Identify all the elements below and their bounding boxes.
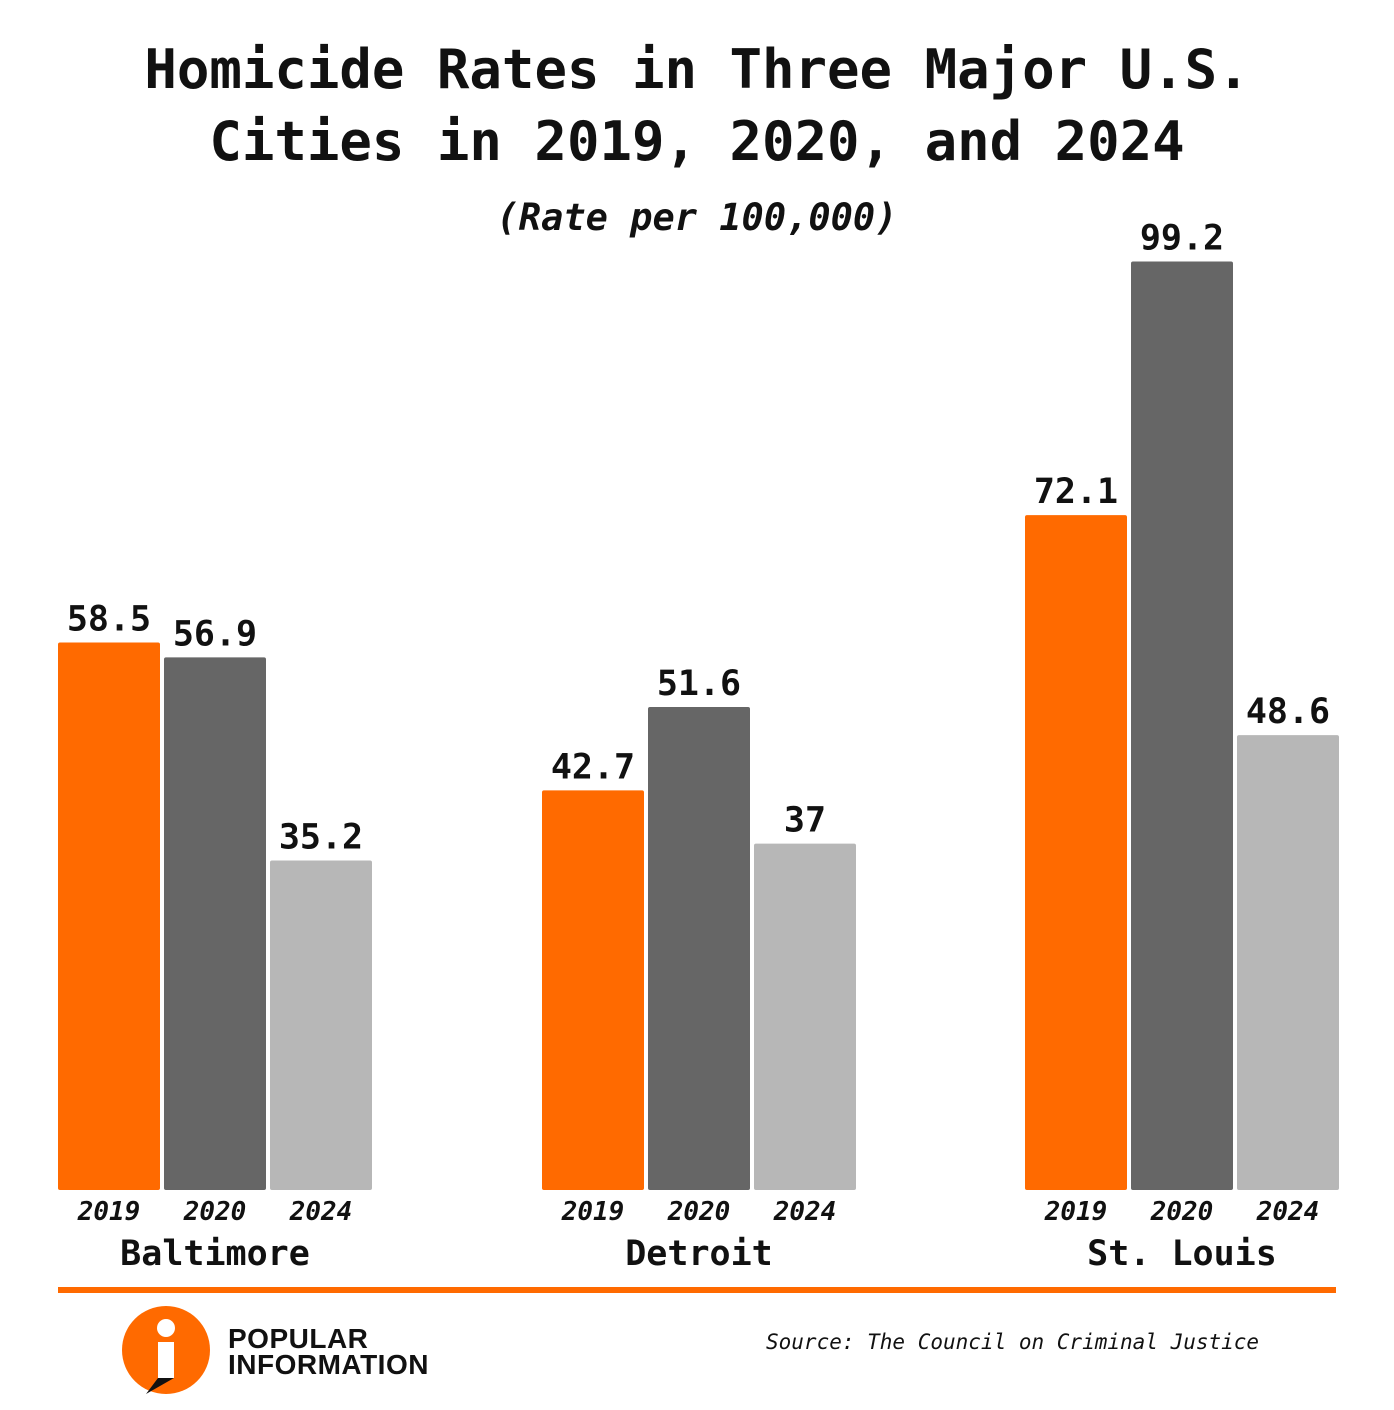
year-tick-label: 2019 — [77, 1197, 141, 1227]
year-tick-label: 2019 — [1044, 1197, 1108, 1227]
year-tick-label: 2024 — [1256, 1197, 1320, 1227]
value-label: 72.1 — [1034, 472, 1118, 512]
value-label: 56.9 — [173, 614, 257, 654]
footer-divider — [58, 1287, 1336, 1293]
category-label: St. Louis — [1087, 1234, 1277, 1274]
bar-baltimore-2019 — [58, 642, 160, 1190]
title-line-1: Homicide Rates in Three Major U.S. — [144, 38, 1250, 101]
logo-line-1: POPULAR — [228, 1323, 369, 1354]
value-label: 37 — [784, 801, 826, 841]
bar-detroit-2020 — [648, 707, 750, 1190]
bar-baltimore-2024 — [270, 860, 372, 1190]
category-label: Baltimore — [120, 1234, 310, 1274]
bar-detroit-2024 — [754, 843, 856, 1190]
bar-st-louis-2020 — [1131, 261, 1233, 1190]
year-tick-label: 2019 — [561, 1197, 625, 1227]
year-tick-label: 2020 — [183, 1197, 247, 1227]
source-note: Source: The Council on Criminal Justice — [766, 1330, 1260, 1354]
bar-st-louis-2019 — [1025, 515, 1127, 1190]
bar-baltimore-2020 — [164, 657, 266, 1190]
chart-title: Homicide Rates in Three Major U.S. Citie… — [0, 34, 1394, 178]
value-label: 58.5 — [67, 599, 151, 639]
year-tick-label: 2020 — [1150, 1197, 1214, 1227]
value-label: 99.2 — [1140, 218, 1224, 258]
logo-wordmark: POPULAR INFORMATION — [228, 1323, 429, 1380]
title-line-2: Cities in 2019, 2020, and 2024 — [209, 110, 1185, 173]
chart-subtitle: (Rate per 100,000) — [496, 196, 898, 239]
value-label: 35.2 — [279, 818, 363, 858]
category-label: Detroit — [625, 1234, 773, 1274]
year-tick-label: 2024 — [773, 1197, 837, 1227]
bar-detroit-2019 — [542, 790, 644, 1190]
value-label: 42.7 — [551, 747, 635, 787]
value-label: 48.6 — [1246, 692, 1330, 732]
bar-chart: 58.5 2019 56.9 2020 35.2 2024 Baltimore 42.7 201… — [58, 218, 1339, 1274]
popular-information-logo-icon — [122, 1306, 210, 1394]
year-tick-label: 2020 — [667, 1197, 731, 1227]
bar-st-louis-2024 — [1237, 735, 1339, 1190]
value-label: 51.6 — [657, 664, 741, 704]
logo-line-2: INFORMATION — [228, 1349, 429, 1380]
year-tick-label: 2024 — [289, 1197, 353, 1227]
